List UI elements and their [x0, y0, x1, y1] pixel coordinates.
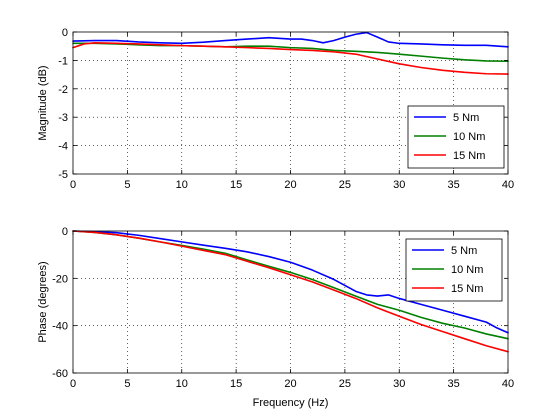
x-tick-label: 10 [176, 378, 188, 390]
legend-entry: 5 Nm [453, 112, 479, 124]
y-tick-label: -2 [58, 84, 68, 96]
y-axis-label: Phase (degrees) [37, 261, 49, 342]
legend-box [405, 238, 503, 302]
y-tick-label: -5 [58, 169, 68, 181]
y-tick-label: 0 [62, 226, 68, 238]
x-tick-label: 25 [339, 378, 351, 390]
y-tick-label: -3 [58, 112, 68, 124]
x-tick-label: 40 [502, 179, 514, 191]
x-tick-label: 20 [284, 378, 296, 390]
x-tick-label: 30 [393, 378, 405, 390]
x-tick-label: 5 [124, 179, 130, 191]
x-tick-label: 15 [230, 179, 242, 191]
y-tick-label: -40 [52, 321, 68, 333]
series-line-10-nm [72, 42, 509, 63]
y-axis-label: Magnitude (dB) [37, 65, 49, 140]
series-line-15-nm [72, 41, 509, 75]
legend-entry: 15 Nm [453, 150, 485, 162]
y-tick-label: -4 [58, 141, 68, 153]
x-tick-label: 35 [448, 179, 460, 191]
x-tick-label: 20 [284, 179, 296, 191]
series-line-5-nm [72, 31, 509, 48]
magnitude-plot: 0 5 10 15 20 25 30 35 40 -5 -4 -3 -2 -1 0 Magnitude (dB… [37, 27, 514, 191]
legend-entry: 5 Nm [451, 245, 477, 257]
x-tick-label: 30 [393, 179, 405, 191]
x-tick-label: 35 [448, 378, 460, 390]
legend-entry: 15 Nm [451, 283, 483, 295]
y-tick-label: -60 [52, 368, 68, 380]
y-tick-label: 0 [62, 27, 68, 39]
x-tick-label: 5 [124, 378, 130, 390]
legend-entry: 10 Nm [451, 264, 483, 276]
legend-entry: 10 Nm [453, 131, 485, 143]
x-axis-label: Frequency (Hz) [253, 397, 329, 409]
legend: 5 Nm 10 Nm 15 Nm [407, 105, 505, 169]
x-tick-label: 0 [70, 378, 76, 390]
series-line-15-nm [72, 230, 509, 353]
phase-plot: 0 5 10 15 20 25 30 35 40 -60 -40 -20 0 Phase (degrees… [37, 226, 514, 409]
y-tick-label: -20 [52, 273, 68, 285]
x-tick-label: 40 [502, 378, 514, 390]
x-tick-label: 10 [176, 179, 188, 191]
x-tick-label: 0 [70, 179, 76, 191]
x-tick-label: 25 [339, 179, 351, 191]
legend: 5 Nm 10 Nm 15 Nm [405, 238, 503, 302]
x-tick-label: 15 [230, 378, 242, 390]
y-tick-label: -1 [58, 55, 68, 67]
series-line-5-nm [72, 230, 509, 334]
